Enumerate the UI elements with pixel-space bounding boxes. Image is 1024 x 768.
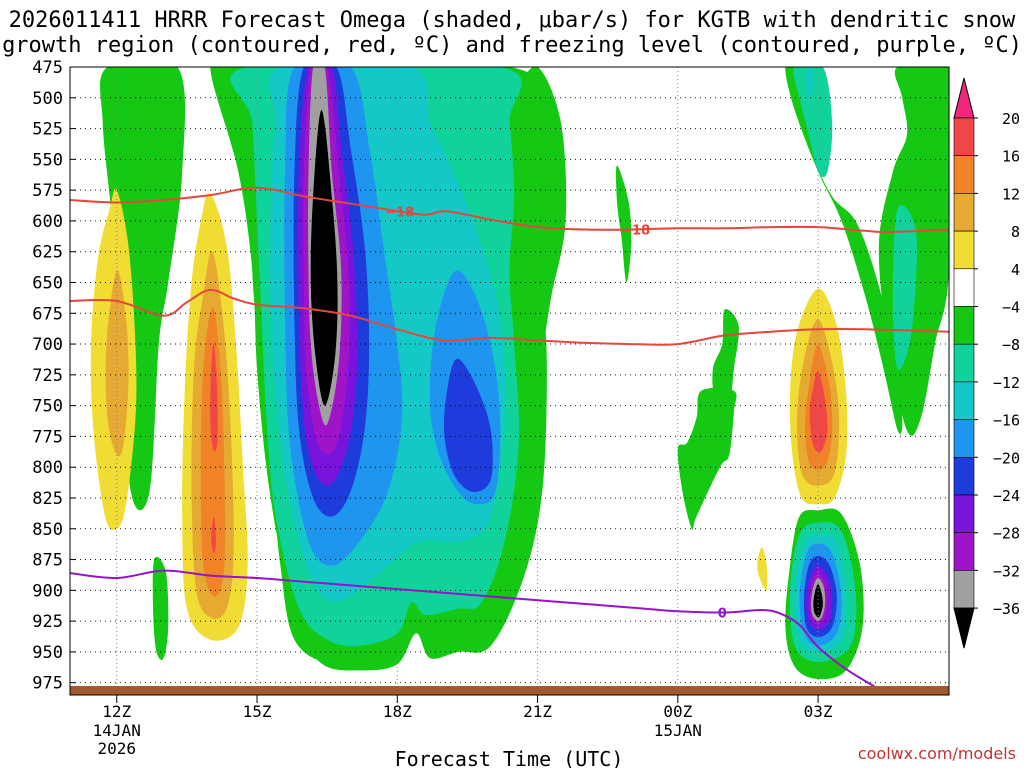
colorbar-label: 16 bbox=[1002, 148, 1020, 166]
contour-line-2 bbox=[70, 569, 875, 688]
colorbar-label: −16 bbox=[993, 412, 1020, 430]
y-tick-label: 775 bbox=[32, 427, 63, 447]
y-tick-label: 500 bbox=[32, 89, 63, 109]
chart-title-line-1: 2026011411 HRRR Forecast Omega (shaded, … bbox=[8, 8, 1016, 33]
contour-label: −18 bbox=[621, 223, 650, 238]
y-tick-label: 875 bbox=[32, 551, 63, 571]
colorbar-label: 12 bbox=[1002, 185, 1020, 203]
y-tick-label: 900 bbox=[32, 581, 63, 601]
omega-red-14z-upper bbox=[210, 343, 218, 452]
omega-cyan-right bbox=[806, 67, 814, 99]
colorbar-legend: 20 16 12 8 4 −4 −8 −12 −16 −20 −24 −28 −32 −36 bbox=[953, 77, 1020, 649]
colorbar-bottom-triangle bbox=[953, 607, 975, 649]
colorbar-segment bbox=[953, 268, 975, 307]
omega-green-small bbox=[712, 308, 739, 404]
x-tick-label: 03Z bbox=[804, 702, 833, 721]
contour-label: 0 bbox=[718, 606, 727, 621]
colorbar-label: −4 bbox=[1002, 299, 1020, 317]
x-tick-date: 15JAN bbox=[654, 721, 702, 740]
y-tick-label: 825 bbox=[32, 489, 63, 509]
colorbar-label: 20 bbox=[1002, 110, 1020, 128]
y-tick-label: 475 bbox=[32, 58, 63, 78]
x-axis-label: Forecast Time (UTC) bbox=[395, 747, 624, 768]
x-tick-label: 18Z bbox=[383, 702, 412, 721]
omega-red-14z-lower bbox=[211, 516, 216, 554]
y-tick-label: 950 bbox=[32, 643, 63, 663]
omega-green-low-right bbox=[677, 387, 737, 531]
x-tick-label: 21Z bbox=[523, 702, 552, 721]
omega-teal-right bbox=[793, 67, 833, 178]
y-tick-label: 650 bbox=[32, 273, 63, 293]
colorbar-label: −20 bbox=[993, 449, 1020, 467]
x-tick-label: 00Z bbox=[663, 702, 692, 721]
y-tick-label: 675 bbox=[32, 304, 63, 324]
y-axis-tick-labels: 475 500 525 550 575 600 625 650 675 700 725 750 775 8… bbox=[32, 58, 63, 694]
colorbar-segment bbox=[953, 155, 975, 194]
y-tick-label: 600 bbox=[32, 212, 63, 232]
omega-black-03z bbox=[813, 584, 823, 618]
contour-label: −18 bbox=[385, 205, 414, 220]
omega-darkorange-14z bbox=[200, 307, 226, 597]
y-tick-label: 625 bbox=[32, 243, 63, 263]
omega-yellow-dot bbox=[757, 547, 768, 591]
colorbar-segment bbox=[953, 230, 975, 270]
colorbar-segment bbox=[953, 570, 975, 609]
omega-blue-19z bbox=[443, 358, 493, 492]
colorbar-segment bbox=[953, 193, 975, 232]
omega-teal-right-2 bbox=[892, 205, 917, 370]
colorbar-segment bbox=[953, 343, 975, 383]
omega-green-streak bbox=[615, 165, 632, 283]
chart-title-line-2: growth region (contoured, red, ºC) and f… bbox=[2, 33, 1022, 58]
y-tick-label: 725 bbox=[32, 366, 63, 386]
temperature-contours: −18 −18 0 bbox=[70, 186, 949, 688]
ground-strip bbox=[70, 686, 949, 695]
colorbar-label: 4 bbox=[1011, 261, 1020, 279]
x-tick-label: 15Z bbox=[243, 702, 272, 721]
chart-axes bbox=[69, 66, 950, 696]
x-tick-year: 2026 bbox=[97, 739, 136, 758]
watermark-link[interactable]: coolwx.com/models bbox=[857, 744, 1016, 763]
colorbar-segment bbox=[953, 419, 975, 458]
colorbar-segment bbox=[953, 456, 975, 496]
colorbar-segment bbox=[953, 381, 975, 420]
omega-green-upper-left bbox=[100, 67, 186, 511]
x-tick-date: 14JAN bbox=[93, 721, 141, 740]
colorbar-label: −12 bbox=[993, 374, 1020, 392]
colorbar-label: −8 bbox=[1002, 336, 1020, 354]
x-tick-label: 12Z bbox=[102, 702, 131, 721]
y-tick-label: 750 bbox=[32, 397, 63, 417]
y-tick-label: 850 bbox=[32, 520, 63, 540]
y-tick-label: 525 bbox=[32, 120, 63, 140]
omega-black-main bbox=[310, 110, 338, 406]
colorbar-segment bbox=[953, 117, 975, 157]
colorbar-label: −32 bbox=[993, 562, 1020, 580]
colorbar-top-triangle bbox=[953, 77, 975, 119]
colorbar-label: −36 bbox=[993, 600, 1020, 618]
omega-shading bbox=[90, 67, 949, 680]
colorbar-label: 8 bbox=[1011, 223, 1020, 241]
y-tick-label: 925 bbox=[32, 612, 63, 632]
y-tick-label: 550 bbox=[32, 150, 63, 170]
y-tick-label: 700 bbox=[32, 335, 63, 355]
colorbar-segment bbox=[953, 532, 975, 571]
grid-lines bbox=[70, 66, 949, 703]
colorbar-segment bbox=[953, 306, 975, 345]
y-tick-label: 975 bbox=[32, 674, 63, 694]
y-tick-label: 575 bbox=[32, 181, 63, 201]
contour-line-0 bbox=[70, 186, 949, 234]
omega-green-upper-mid bbox=[518, 67, 567, 369]
colorbar-label: −24 bbox=[993, 487, 1020, 505]
colorbar-segment bbox=[953, 494, 975, 534]
y-tick-label: 800 bbox=[32, 458, 63, 478]
colorbar-label: −28 bbox=[993, 525, 1020, 543]
contour-line-1 bbox=[70, 288, 949, 346]
omega-green-low-left bbox=[152, 556, 169, 660]
